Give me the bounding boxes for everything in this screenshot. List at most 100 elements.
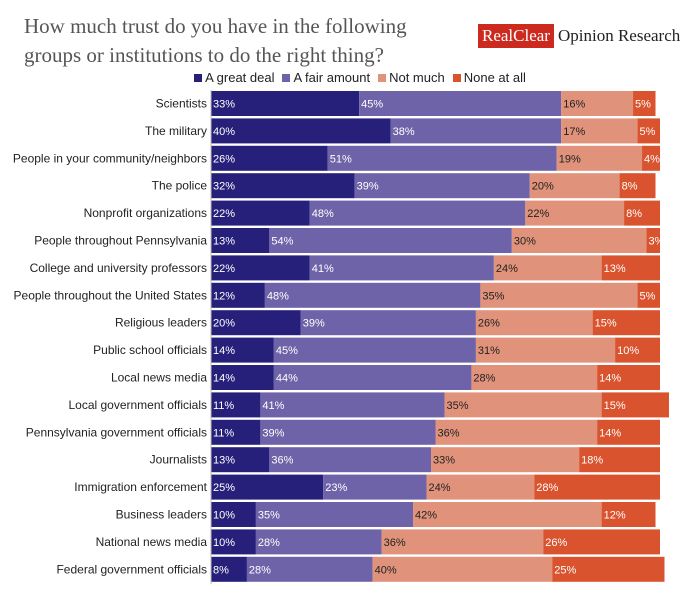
bar-people-throughout-pennsylvania-a-fair-amount bbox=[269, 228, 512, 253]
data-label-people-throughout-pennsylvania-a-fair-amount: 54% bbox=[271, 236, 293, 248]
data-label-college-and-university-professors-none-at-all: 13% bbox=[604, 263, 626, 275]
data-label-federal-government-officials-none-at-all: 25% bbox=[554, 564, 576, 576]
bar-the-police-not-much bbox=[529, 173, 620, 199]
bar-people-throughout-pennsylvania-not-much bbox=[511, 228, 647, 253]
bar-local-government-officials-not-much bbox=[444, 392, 602, 418]
data-label-the-police-not-much: 20% bbox=[532, 181, 554, 193]
category-label-journalists: Journalists bbox=[150, 453, 207, 467]
chart-title: How much trust do you have in the follow… bbox=[24, 14, 407, 67]
data-label-national-news-media-a-fair-amount: 28% bbox=[258, 537, 280, 549]
bar-pennsylvania-government-officials-not-much bbox=[435, 419, 598, 445]
bar-national-news-media-a-great-deal bbox=[211, 529, 256, 555]
bar-pennsylvania-government-officials-a-fair-amount bbox=[260, 419, 436, 445]
legend-item-not-much: Not much bbox=[378, 70, 445, 85]
data-label-the-military-not-much: 17% bbox=[563, 126, 585, 138]
data-label-local-government-officials-a-fair-amount: 41% bbox=[262, 400, 284, 412]
bar-people-throughout-the-united-states-none-at-all bbox=[637, 282, 660, 308]
data-label-people-throughout-the-united-states-none-at-all: 5% bbox=[640, 290, 656, 302]
data-label-national-news-media-none-at-all: 26% bbox=[545, 537, 567, 549]
data-label-federal-government-officials-a-fair-amount: 28% bbox=[249, 564, 271, 576]
data-label-pennsylvania-government-officials-not-much: 36% bbox=[438, 427, 460, 439]
bar-college-and-university-professors-none-at-all bbox=[601, 255, 660, 281]
bar-people-throughout-the-united-states-a-fair-amount bbox=[264, 282, 481, 308]
data-label-scientists-a-fair-amount: 45% bbox=[361, 99, 383, 111]
bar-public-school-officials-not-much bbox=[475, 337, 616, 363]
bar-immigration-enforcement-a-great-deal bbox=[211, 474, 324, 500]
data-label-religious-leaders-a-fair-amount: 39% bbox=[303, 318, 325, 330]
data-label-public-school-officials-a-great-deal: 14% bbox=[213, 345, 235, 357]
legend-swatch-a-fair-amount bbox=[282, 73, 291, 82]
bar-public-school-officials-a-great-deal bbox=[211, 337, 274, 363]
legend-item-a-great-deal: A great deal bbox=[194, 70, 274, 85]
bar-the-police-a-great-deal bbox=[211, 173, 355, 199]
bar-people-in-your-community-neighbors-not-much bbox=[556, 145, 643, 171]
category-label-local-government-officials: Local government officials bbox=[68, 398, 207, 412]
bar-college-and-university-professors-a-fair-amount bbox=[309, 255, 494, 281]
bar-public-school-officials-none-at-all bbox=[615, 337, 660, 363]
category-label-public-school-officials: Public school officials bbox=[93, 343, 207, 357]
data-label-religious-leaders-none-at-all: 15% bbox=[595, 318, 617, 330]
legend-label-a-fair-amount: A fair amount bbox=[293, 70, 371, 85]
data-label-the-police-a-fair-amount: 39% bbox=[357, 181, 379, 193]
bar-journalists-a-great-deal bbox=[211, 447, 270, 473]
bar-pennsylvania-government-officials-none-at-all bbox=[597, 419, 660, 445]
legend-label-not-much: Not much bbox=[389, 70, 445, 85]
bar-local-news-media-a-great-deal bbox=[211, 365, 274, 390]
category-label-people-throughout-the-united-states: People throughout the United States bbox=[14, 288, 207, 302]
category-label-people-throughout-pennsylvania: People throughout Pennsylvania bbox=[34, 234, 207, 248]
bar-people-in-your-community-neighbors-none-at-all bbox=[642, 145, 660, 171]
data-label-journalists-not-much: 33% bbox=[433, 455, 455, 467]
data-label-national-news-media-not-much: 36% bbox=[384, 537, 406, 549]
brand-logo-highlight: RealClear bbox=[478, 24, 554, 48]
bar-business-leaders-a-great-deal bbox=[211, 502, 256, 527]
bar-local-news-media-a-fair-amount bbox=[273, 365, 472, 390]
bar-federal-government-officials-a-great-deal bbox=[211, 556, 247, 582]
bar-the-military-not-much bbox=[561, 118, 638, 144]
data-label-business-leaders-none-at-all: 12% bbox=[604, 510, 626, 522]
bar-scientists-a-fair-amount bbox=[359, 91, 562, 116]
bar-college-and-university-professors-not-much bbox=[493, 255, 602, 281]
category-label-business-leaders: Business leaders bbox=[116, 508, 207, 522]
data-label-local-news-media-a-great-deal: 14% bbox=[213, 373, 235, 385]
bar-people-throughout-the-united-states-not-much bbox=[480, 282, 638, 308]
category-label-pennsylvania-government-officials: Pennsylvania government officials bbox=[26, 425, 207, 439]
data-label-local-government-officials-not-much: 35% bbox=[446, 400, 468, 412]
bar-business-leaders-none-at-all bbox=[601, 502, 656, 527]
data-label-college-and-university-professors-a-fair-amount: 41% bbox=[312, 263, 334, 275]
data-label-local-government-officials-a-great-deal: 11% bbox=[213, 400, 234, 412]
data-label-people-in-your-community-neighbors-a-great-deal: 26% bbox=[213, 153, 235, 165]
stacked-bar-chart: Scientists 33% 45% 16% 5% The military 40% 38% 1… bbox=[13, 90, 669, 585]
data-label-the-police-a-great-deal: 32% bbox=[213, 181, 235, 193]
bar-business-leaders-not-much bbox=[413, 502, 602, 527]
data-label-college-and-university-professors-a-great-deal: 22% bbox=[213, 263, 235, 275]
data-label-journalists-a-fair-amount: 36% bbox=[271, 455, 293, 467]
legend-item-a-fair-amount: A fair amount bbox=[282, 70, 370, 85]
bar-journalists-a-fair-amount bbox=[269, 447, 432, 473]
bar-scientists-none-at-all bbox=[633, 91, 656, 116]
data-label-people-throughout-pennsylvania-not-much: 30% bbox=[514, 236, 536, 248]
bar-the-military-a-fair-amount bbox=[390, 118, 562, 144]
data-label-religious-leaders-not-much: 26% bbox=[478, 318, 500, 330]
bar-the-military-none-at-all bbox=[637, 118, 660, 144]
bar-immigration-enforcement-not-much bbox=[426, 474, 535, 500]
bar-people-throughout-pennsylvania-a-great-deal bbox=[211, 228, 270, 253]
bar-local-government-officials-a-great-deal bbox=[211, 392, 261, 418]
category-label-immigration-enforcement: Immigration enforcement bbox=[74, 480, 207, 494]
bar-scientists-not-much bbox=[561, 91, 634, 116]
data-label-national-news-media-a-great-deal: 10% bbox=[213, 537, 235, 549]
bar-college-and-university-professors-a-great-deal bbox=[211, 255, 310, 281]
data-label-the-military-none-at-all: 5% bbox=[640, 126, 656, 138]
bar-religious-leaders-a-great-deal bbox=[211, 310, 301, 336]
bar-nonprofit-organizations-not-much bbox=[525, 200, 625, 226]
category-label-local-news-media: Local news media bbox=[111, 371, 207, 385]
data-label-journalists-a-great-deal: 13% bbox=[213, 455, 235, 467]
bar-religious-leaders-none-at-all bbox=[592, 310, 660, 336]
data-label-the-police-none-at-all: 8% bbox=[622, 181, 638, 193]
data-label-people-throughout-the-united-states-a-great-deal: 12% bbox=[213, 290, 235, 302]
data-label-pennsylvania-government-officials-a-great-deal: 11% bbox=[213, 427, 234, 439]
bar-the-military-a-great-deal bbox=[211, 118, 391, 144]
data-label-pennsylvania-government-officials-none-at-all: 14% bbox=[599, 427, 621, 439]
chart-legend: A great deal A fair amount Not much None… bbox=[190, 70, 530, 85]
data-label-federal-government-officials-not-much: 40% bbox=[375, 564, 397, 576]
data-label-business-leaders-a-fair-amount: 35% bbox=[258, 510, 280, 522]
